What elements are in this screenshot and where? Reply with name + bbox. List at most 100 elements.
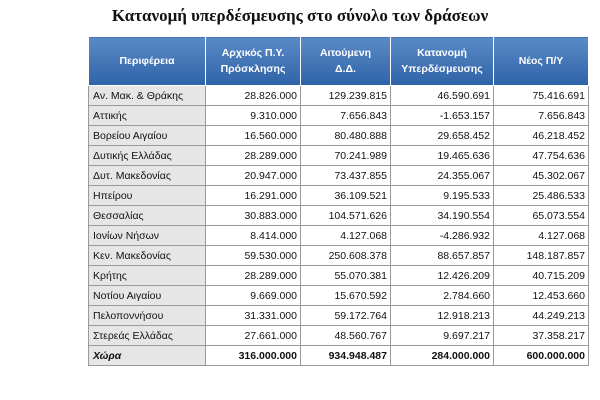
table-row: Πελοποννήσου 31.331.000 59.172.764 12.918.2… (88, 305, 589, 326)
value-cell: 48.560.767 (300, 325, 391, 346)
region-cell: Πελοποννήσου (88, 305, 206, 326)
table-row: Νοτίου Αιγαίου 9.669.000 15.670.592 2.784.6… (88, 285, 589, 306)
value-cell: 9.697.217 (390, 325, 494, 346)
value-cell: 59.172.764 (300, 305, 391, 326)
value-cell: 104.571.626 (300, 205, 391, 226)
table-row: Ηπείρου 16.291.000 36.109.521 9.195.533 25.4… (88, 185, 589, 206)
value-cell: 7.656.843 (300, 105, 391, 126)
region-cell: Θεσσαλίας (88, 205, 206, 226)
region-cell: Δυτικής Ελλάδας (88, 145, 206, 166)
table-row: Στερεάς Ελλάδας 27.661.000 48.560.767 9.697… (88, 325, 589, 346)
header-cell: Κατανομή Υπερδέσμευσης (390, 36, 494, 86)
value-cell: 19.465.636 (390, 145, 494, 166)
header-cell: Αρχικός Π.Υ. Πρόσκλησης (205, 36, 301, 86)
table: Περιφέρεια Αρχικός Π.Υ. Πρόσκλησης Αιτούμεν… (88, 36, 589, 366)
value-cell: 12.918.213 (390, 305, 494, 326)
value-cell: 73.437.855 (300, 165, 391, 186)
value-cell: 65.073.554 (493, 205, 589, 226)
region-cell: Αττικής (88, 105, 206, 126)
value-cell: 9.195.533 (390, 185, 494, 206)
region-cell: Νοτίου Αιγαίου (88, 285, 206, 306)
value-cell: 34.190.554 (390, 205, 494, 226)
value-cell: 148.187.857 (493, 245, 589, 266)
header-cell: Νέος Π/Υ (493, 36, 589, 86)
table-row: Κεν. Μακεδονίας 59.530.000 250.608.378 88.6… (88, 245, 589, 266)
value-cell: 28.289.000 (205, 265, 301, 286)
region-cell: Ηπείρου (88, 185, 206, 206)
value-cell: 59.530.000 (205, 245, 301, 266)
value-cell: 24.355.067 (390, 165, 494, 186)
value-cell: 129.239.815 (300, 85, 391, 106)
value-cell: 25.486.533 (493, 185, 589, 206)
table-row: Θεσσαλίας 30.883.000 104.571.626 34.190.554… (88, 205, 589, 226)
region-cell: Ιονίων Νήσων (88, 225, 206, 246)
header-text: Αρχικός Π.Υ. (221, 47, 285, 59)
value-cell: 9.310.000 (205, 105, 301, 126)
table-row: Χώρα 316.000.000 934.948.487 284.000.000 600… (88, 345, 589, 366)
value-cell: 27.661.000 (205, 325, 301, 346)
value-cell: 16.560.000 (205, 125, 301, 146)
title: Κατανομή υπερδέσμευσης στο σύνολο των δρ… (111, 6, 489, 25)
header-text: Κατανομή (417, 47, 467, 59)
value-cell: 2.784.660 (390, 285, 494, 306)
value-cell: 80.480.888 (300, 125, 391, 146)
table-row: Αττικής 9.310.000 7.656.843 -1.653.157 7.656… (88, 105, 589, 126)
value-cell: 15.670.592 (300, 285, 391, 306)
table-row: Δυτ. Μακεδονίας 20.947.000 73.437.855 24.35… (88, 165, 589, 186)
region-cell: Αν. Μακ. & Θράκης (88, 85, 206, 106)
value-cell: 36.109.521 (300, 185, 391, 206)
header-cell: Αιτούμενη Δ.Δ. (300, 36, 391, 86)
table-row: Αν. Μακ. & Θράκης 28.826.000 129.239.815 46… (88, 85, 589, 106)
header-text: Περιφέρεια (119, 55, 175, 67)
header-text: Αιτούμενη (319, 47, 372, 59)
value-cell: 28.289.000 (205, 145, 301, 166)
header-text: Δ.Δ. (335, 63, 356, 75)
value-cell: 12.426.209 (390, 265, 494, 286)
value-cell: 46.218.452 (493, 125, 589, 146)
value-cell: 250.608.378 (300, 245, 391, 266)
value-cell: 28.826.000 (205, 85, 301, 106)
value-cell: 8.414.000 (205, 225, 301, 246)
value-cell: 4.127.068 (300, 225, 391, 246)
value-cell: 55.070.381 (300, 265, 391, 286)
table-row: Δυτικής Ελλάδας 28.289.000 70.241.989 19.46… (88, 145, 589, 166)
value-cell: 934.948.487 (300, 345, 391, 366)
value-cell: 31.331.000 (205, 305, 301, 326)
value-cell: -4.286.932 (390, 225, 494, 246)
region-cell: Στερεάς Ελλάδας (88, 325, 206, 346)
value-cell: 40.715.209 (493, 265, 589, 286)
value-cell: 29.658.452 (390, 125, 494, 146)
value-cell: 16.291.000 (205, 185, 301, 206)
value-cell: 9.669.000 (205, 285, 301, 306)
value-cell: 12.453.660 (493, 285, 589, 306)
value-cell: 44.249.213 (493, 305, 589, 326)
table-body: Αν. Μακ. & Θράκης 28.826.000 129.239.815 46… (88, 85, 589, 366)
header-text: Νέος Π/Υ (518, 55, 564, 67)
region-cell: Βορείου Αιγαίου (88, 125, 206, 146)
header-text: Υπερδέσμευσης (401, 63, 483, 75)
value-cell: 316.000.000 (205, 345, 301, 366)
region-cell: Κεν. Μακεδονίας (88, 245, 206, 266)
value-cell: -1.653.157 (390, 105, 494, 126)
value-cell: 600.000.000 (493, 345, 589, 366)
region-cell: Κρήτης (88, 265, 206, 286)
value-cell: 45.302.067 (493, 165, 589, 186)
header-cell: Περιφέρεια (88, 36, 206, 86)
header-text: Πρόσκλησης (220, 63, 286, 75)
value-cell: 284.000.000 (390, 345, 494, 366)
value-cell: 37.358.217 (493, 325, 589, 346)
value-cell: 75.416.691 (493, 85, 589, 106)
value-cell: 30.883.000 (205, 205, 301, 226)
table-row: Βορείου Αιγαίου 16.560.000 80.480.888 29.65… (88, 125, 589, 146)
value-cell: 4.127.068 (493, 225, 589, 246)
value-cell: 20.947.000 (205, 165, 301, 186)
value-cell: 7.656.843 (493, 105, 589, 126)
value-cell: 47.754.636 (493, 145, 589, 166)
header-row: Περιφέρεια Αρχικός Π.Υ. Πρόσκλησης Αιτούμεν… (88, 36, 589, 86)
region-cell: Χώρα (88, 345, 206, 366)
value-cell: 46.590.691 (390, 85, 494, 106)
table-row: Κρήτης 28.289.000 55.070.381 12.426.209 40.7… (88, 265, 589, 286)
value-cell: 88.657.857 (390, 245, 494, 266)
table-row: Ιονίων Νήσων 8.414.000 4.127.068 -4.286.932… (88, 225, 589, 246)
